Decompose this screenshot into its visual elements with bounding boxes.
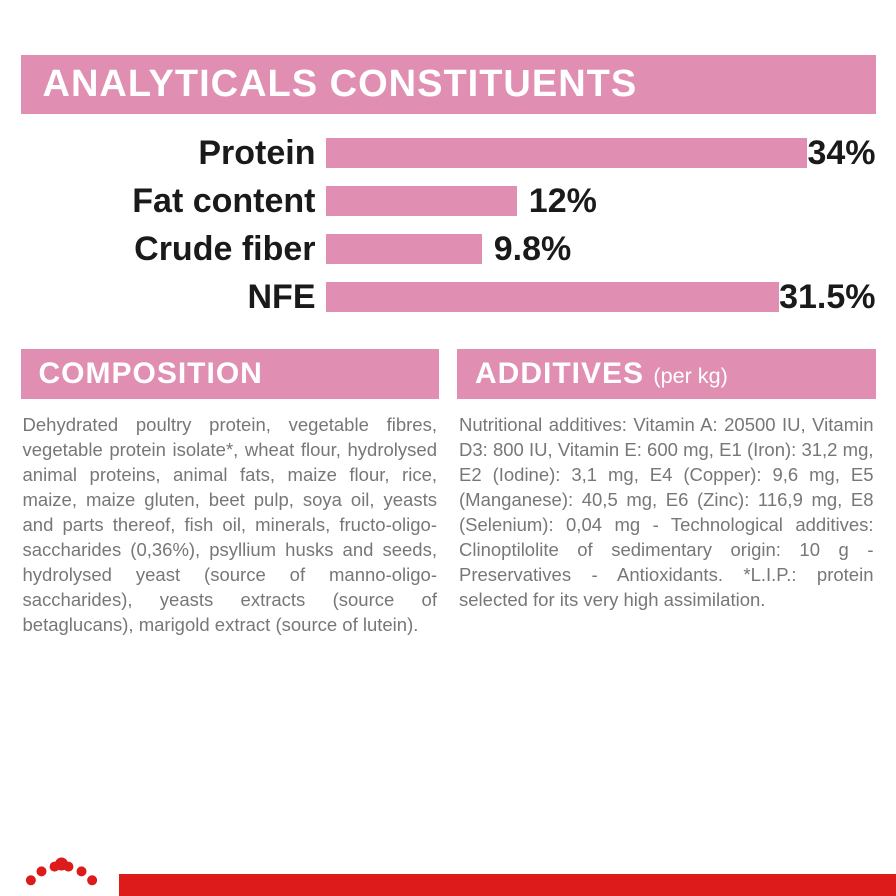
bar [326,282,780,312]
composition-section: COMPOSITION Dehydrated poultry protein, … [21,349,440,652]
bar [326,186,517,216]
chart-row: NFE 31.5% [21,276,876,318]
bar-value: 9.8% [482,230,572,269]
additives-header: ADDITIVES (per kg) [457,349,876,399]
chart-label: Protein [21,134,326,173]
additives-header-main: ADDITIVES [475,357,644,390]
bar-zone: 34% [326,134,876,173]
footer-bar [0,851,896,896]
chart-row: Protein 34% [21,132,876,174]
footer-red-strip [119,874,896,896]
additives-section: ADDITIVES (per kg) Nutritional additives… [457,349,876,652]
chart-label: Fat content [21,182,326,221]
bar-value: 31.5% [779,278,875,317]
chart-label: NFE [21,278,326,317]
bar-value: 12% [517,182,597,221]
bar-value: 34% [807,134,875,173]
additives-body: Nutritional additives: Vitamin A: 20500 … [457,399,876,627]
composition-header: COMPOSITION [21,349,440,399]
additives-header-sub: (per kg) [653,363,727,388]
analyticals-header: ANALYTICALS CONSTITUENTS [21,55,876,114]
composition-body: Dehydrated poultry protein, vegetable fi… [21,399,440,652]
chart-row: Crude fiber 9.8% [21,228,876,270]
analyticals-chart: Protein 34% Fat content 12% Crude fiber 9.8% N… [21,114,876,349]
bar-zone: 12% [326,182,876,221]
bar [326,138,808,168]
bar [326,234,482,264]
bar-zone: 9.8% [326,230,876,269]
chart-label: Crude fiber [21,230,326,269]
chart-row: Fat content 12% [21,180,876,222]
bar-zone: 31.5% [326,278,876,317]
brand-crown-icon [0,846,109,896]
